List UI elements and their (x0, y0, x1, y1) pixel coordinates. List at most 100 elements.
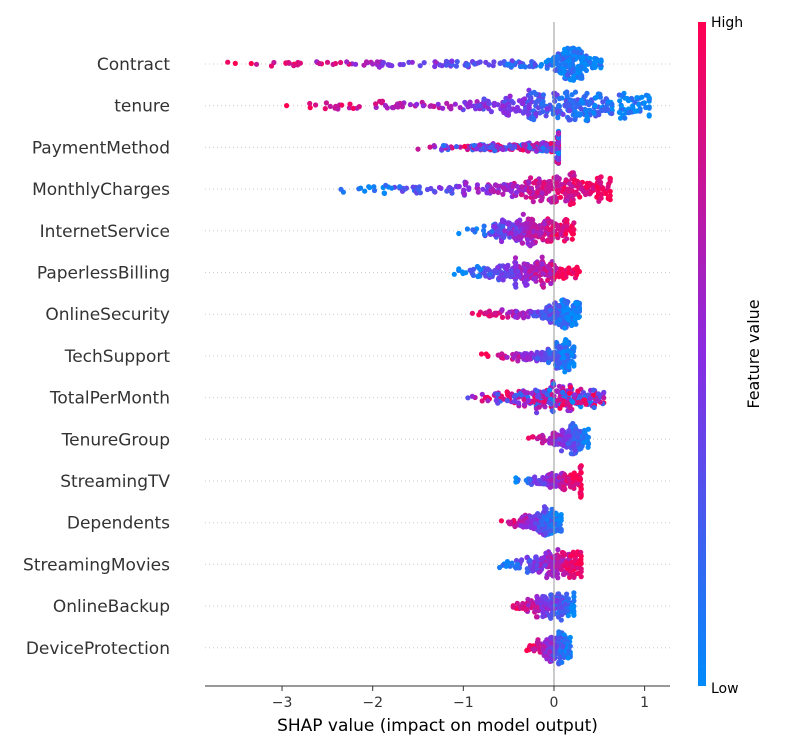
shap-point (587, 55, 593, 61)
shap-point (534, 599, 541, 606)
shap-point (528, 309, 534, 315)
shap-point (568, 553, 574, 559)
shap-point (540, 514, 547, 520)
shap-point (494, 183, 500, 189)
shap-point (558, 181, 564, 188)
feature-label: StreamingTV (60, 472, 170, 492)
shap-point (605, 99, 612, 105)
shap-point (401, 100, 407, 106)
shap-point (543, 59, 549, 65)
shap-point (562, 472, 568, 478)
shap-point (562, 299, 568, 305)
shap-point (559, 427, 566, 433)
shap-point (571, 590, 577, 596)
shap-point (558, 231, 564, 237)
shap-point (556, 303, 562, 309)
shap-point (571, 344, 577, 350)
shap-point (564, 236, 570, 242)
shap-point (470, 227, 476, 233)
shap-point (554, 187, 561, 193)
shap-point (534, 260, 540, 266)
shap-point (528, 194, 534, 200)
shap-point (558, 528, 564, 534)
shap-point (463, 180, 469, 186)
shap-point (534, 388, 540, 394)
shap-point (371, 184, 377, 190)
shap-point (554, 599, 560, 605)
shap-point (541, 481, 547, 487)
shap-point (561, 308, 567, 314)
x-tick-label: 1 (640, 695, 649, 711)
shap-point (512, 255, 519, 261)
shap-point (540, 236, 546, 242)
shap-point (598, 59, 604, 65)
shap-point (528, 234, 534, 240)
shap-point (557, 405, 563, 411)
shap-point (560, 56, 566, 62)
shap-point (539, 555, 545, 562)
shap-point (543, 550, 549, 556)
shap-point (576, 268, 583, 275)
shap-point (552, 98, 558, 104)
shap-point (495, 352, 501, 358)
shap-point (484, 190, 490, 196)
shap-point (565, 613, 571, 619)
shap-point (528, 218, 534, 224)
shap-point (353, 61, 359, 67)
shap-point (605, 184, 611, 190)
shap-point (519, 63, 525, 69)
shap-point (515, 358, 521, 364)
shap-point (512, 314, 518, 320)
shap-point (534, 594, 540, 601)
colorbar (698, 22, 706, 686)
shap-point (520, 353, 526, 359)
shap-point (539, 254, 545, 260)
shap-point (474, 99, 480, 105)
shap-point (491, 223, 497, 229)
shap-point (572, 266, 579, 272)
shap-point (540, 593, 546, 600)
shap-point (577, 75, 583, 81)
shap-point (566, 648, 572, 654)
shap-point (558, 617, 564, 623)
shap-point (452, 101, 458, 107)
shap-point (500, 355, 506, 361)
shap-point (513, 263, 519, 269)
shap-point (437, 62, 443, 68)
shap-point (541, 221, 548, 227)
shap-point (575, 570, 581, 577)
shap-point (505, 112, 512, 118)
shap-point (485, 98, 491, 104)
shap-point (431, 103, 437, 110)
shap-point (571, 220, 577, 226)
shap-point (448, 106, 454, 112)
shap-point (518, 523, 524, 529)
x-axis-ticks: −3 −2 −1 0 1 (272, 686, 649, 711)
shap-point (587, 99, 593, 105)
shap-point (521, 315, 527, 321)
shap-point (484, 183, 490, 189)
shap-point (548, 592, 554, 598)
shap-point (538, 63, 544, 69)
shap-point (532, 194, 539, 200)
shap-point (475, 189, 481, 195)
shap-point (548, 600, 554, 606)
shap-point (533, 554, 539, 560)
shap-point (547, 571, 553, 577)
shap-point (530, 601, 537, 607)
shap-point (566, 181, 573, 187)
shap-point (550, 381, 557, 387)
shap-point (544, 354, 550, 360)
shap-point (548, 640, 554, 646)
shap-point (464, 226, 470, 232)
shap-point (591, 404, 597, 411)
shap-point (495, 391, 501, 397)
shap-point (605, 106, 611, 113)
shap-point (350, 105, 356, 111)
shap-point (501, 218, 507, 224)
shap-point (576, 314, 583, 320)
shap-point (556, 102, 562, 108)
shap-point (594, 58, 600, 64)
shap-point (578, 574, 584, 580)
